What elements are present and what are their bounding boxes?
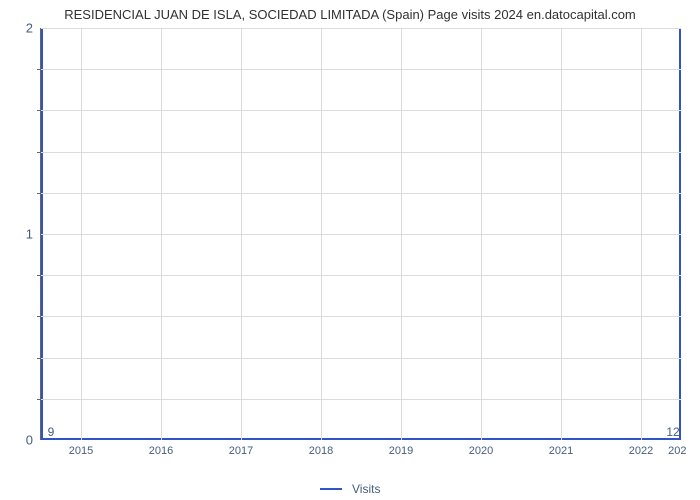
chart-container: RESIDENCIAL JUAN DE ISLA, SOCIEDAD LIMIT… [0,0,700,500]
gridline-horizontal-minor [41,152,681,153]
gridline-horizontal-minor [41,316,681,317]
x-tick-label: 2016 [149,445,173,457]
x-tick-label: 2022 [629,445,653,457]
y-tick-label: 1 [26,227,33,242]
legend-label: Visits [352,482,380,496]
legend-swatch [320,488,342,490]
gridline-horizontal [41,234,681,235]
x-tick-label: 2017 [229,445,253,457]
x-tick-label: 2015 [69,445,93,457]
data-point-label: 12 [666,425,679,439]
data-point-label: 9 [48,425,55,439]
y-tick-label: 0 [26,433,33,448]
gridline-horizontal-minor [41,193,681,194]
gridline-horizontal-minor [41,69,681,70]
y-tick-label: 2 [26,21,33,36]
x-tick-label: 2020 [469,445,493,457]
gridline-horizontal [41,28,681,29]
gridline-horizontal-minor [41,275,681,276]
x-tick-label: 2019 [389,445,413,457]
gridline-horizontal-minor [41,399,681,400]
x-tick-label: 2018 [309,445,333,457]
chart-title-text: RESIDENCIAL JUAN DE ISLA, SOCIEDAD LIMIT… [64,7,636,22]
x-tick-label-trailing: 202 [668,445,686,457]
legend: Visits [0,480,700,498]
gridline-horizontal-minor [41,358,681,359]
plot-area: 2015201620172018201920202021202220201291… [40,28,680,440]
gridline-horizontal-minor [41,110,681,111]
x-tick-label: 2021 [549,445,573,457]
chart-title: RESIDENCIAL JUAN DE ISLA, SOCIEDAD LIMIT… [0,6,700,24]
